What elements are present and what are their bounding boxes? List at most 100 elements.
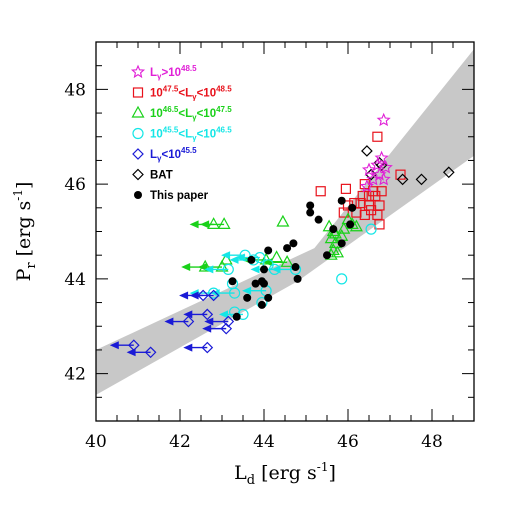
y-axis-close: ]	[13, 182, 35, 189]
data-point	[396, 173, 409, 186]
upper-limit-head	[242, 286, 252, 295]
data-point	[376, 112, 391, 127]
upper-limit-point	[217, 217, 231, 229]
x-axis-subscript: d	[247, 473, 255, 488]
x-axis-units: [erg s	[261, 462, 317, 484]
y-axis-symbol: P	[13, 268, 35, 281]
upper-limit-head	[204, 265, 214, 274]
data-point	[264, 293, 273, 302]
x-axis-symbol: L	[234, 462, 247, 484]
data-point	[276, 214, 290, 227]
data-point	[247, 255, 256, 264]
data-point	[262, 259, 274, 271]
upper-limit-head	[202, 324, 212, 333]
data-point	[415, 173, 428, 186]
upper-limit-head	[221, 251, 231, 260]
legend-marker	[134, 191, 142, 199]
data-point	[395, 169, 406, 180]
legend-text-part: γ	[157, 154, 162, 163]
series-0	[359, 112, 393, 193]
y-axis-units: [erg s	[13, 201, 35, 257]
y-axis-exponent: -1	[11, 189, 25, 201]
legend-entry: Lγ>1048.5	[150, 64, 197, 81]
legend-text-part: This paper	[150, 190, 209, 202]
upper-limit-head	[179, 291, 189, 300]
legend-text-part: γ	[192, 113, 197, 122]
data-point	[289, 239, 298, 248]
data-point	[264, 246, 273, 255]
x-tick-label: 44	[253, 432, 275, 452]
legend-text-part: 10	[150, 129, 163, 141]
data-point	[359, 179, 374, 193]
upper-limit-arrow	[183, 343, 208, 352]
upper-limit-head	[126, 348, 136, 357]
data-point	[340, 183, 351, 194]
upper-limit-head	[109, 341, 119, 350]
upper-limit-point	[259, 252, 273, 265]
upper-limit-arrow	[204, 265, 229, 274]
data-point	[372, 131, 383, 142]
legend-text-part: 45.5	[181, 146, 197, 155]
legend-marker	[132, 168, 144, 181]
legend-text-part: 46.5	[163, 105, 179, 114]
data-point	[357, 190, 368, 202]
data-point	[315, 186, 326, 197]
data-point	[442, 166, 455, 179]
data-point	[378, 160, 393, 174]
upper-limit-head	[181, 263, 191, 272]
upper-limit-head	[235, 253, 245, 262]
data-point	[243, 293, 252, 302]
legend-text-part: <L	[178, 129, 192, 141]
legend-text-part: <10	[197, 108, 217, 120]
legend-entry: Lγ<1045.5	[150, 146, 197, 163]
legend-text-part: L	[150, 67, 157, 79]
legend-text-part: γ	[192, 134, 197, 143]
legend-text-part: 48.5	[181, 64, 197, 73]
data-point	[291, 263, 300, 272]
x-tick-label: 46	[337, 432, 359, 452]
y-axis-subscript: r	[24, 262, 39, 269]
legend-text-part: 10	[150, 108, 163, 120]
data-point	[365, 223, 377, 235]
y-tick-label: 42	[64, 365, 86, 385]
confidence-band	[96, 49, 474, 395]
data-point	[337, 239, 346, 248]
data-point	[336, 273, 348, 285]
legend-text-part: <10	[161, 149, 181, 161]
upper-limit-head	[200, 220, 210, 229]
legend-text-part: 47.5	[163, 85, 179, 94]
data-point	[370, 190, 381, 202]
series-4	[109, 289, 235, 359]
upper-limit-head	[229, 255, 239, 264]
x-axis-exponent: -1	[317, 460, 329, 474]
upper-limit-head	[219, 310, 228, 319]
upper-limit-point	[207, 217, 221, 229]
upper-limit-arrow	[271, 265, 296, 274]
legend-text-part: L	[150, 149, 157, 161]
legend-entry: This paper	[150, 190, 209, 202]
upper-limit-point	[182, 315, 195, 328]
upper-limit-point	[197, 289, 209, 302]
upper-limit-point	[222, 263, 234, 275]
upper-limit-head	[164, 317, 174, 326]
y-tick-label: 44	[64, 270, 86, 290]
upper-limit-head	[210, 289, 220, 298]
legend-text-part: <10	[197, 129, 217, 141]
upper-limit-head	[189, 291, 199, 300]
legend-text-part: γ	[192, 93, 197, 102]
data-point	[251, 279, 260, 288]
series-2	[181, 212, 363, 272]
data-point	[283, 244, 292, 253]
upper-limit-head	[183, 343, 193, 352]
legend-marker	[132, 127, 144, 140]
data-point	[324, 231, 338, 244]
x-axis-title: Ld [erg s-1]	[234, 460, 336, 488]
upper-limit-arrow	[242, 286, 267, 295]
legend-entry: 1047.5<Lγ<1048.5	[150, 85, 232, 102]
upper-limit-arrow	[164, 317, 189, 326]
legend-marker	[132, 87, 144, 98]
upper-limit-arrow	[109, 341, 134, 350]
upper-limit-point	[198, 259, 212, 272]
data-point	[260, 265, 268, 274]
